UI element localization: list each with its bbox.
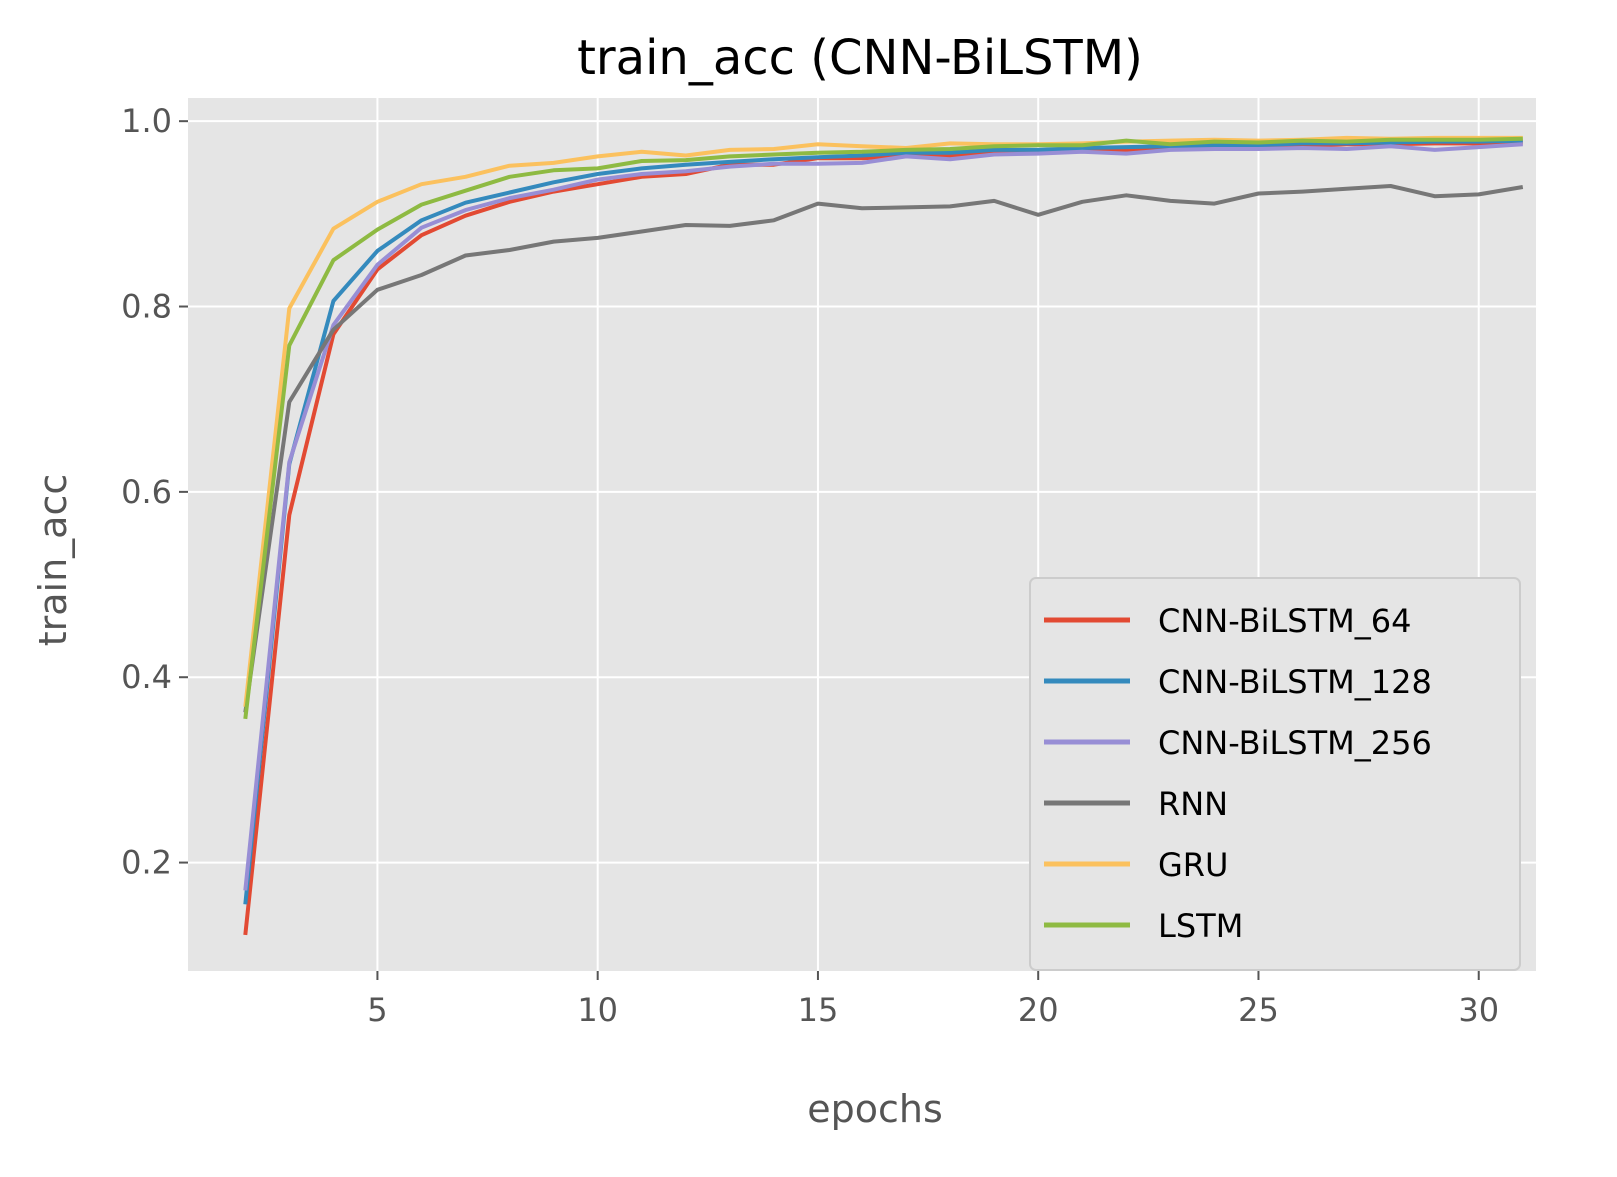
series-line-cnn-bilstm-64 bbox=[243, 140, 1523, 936]
x-tick-label: 10 bbox=[577, 991, 618, 1029]
y-tick-label: 1.0 bbox=[121, 102, 172, 140]
legend-label: LSTM bbox=[1158, 907, 1243, 945]
series-lines bbox=[243, 135, 1524, 936]
legend-label: CNN-BiLSTM_128 bbox=[1158, 663, 1432, 701]
y-axis-label: train_acc bbox=[31, 474, 75, 647]
x-tick-label: 30 bbox=[1458, 991, 1499, 1029]
x-tick-label: 5 bbox=[367, 991, 387, 1029]
legend-box bbox=[1029, 577, 1521, 971]
series-line-rnn bbox=[243, 184, 1524, 713]
y-tick-label: 0.6 bbox=[121, 473, 172, 511]
y-tick-label: 0.4 bbox=[121, 658, 172, 696]
legend-label: RNN bbox=[1158, 785, 1228, 823]
legend-label: CNN-BiLSTM_64 bbox=[1158, 602, 1411, 640]
x-tick-label: 15 bbox=[798, 991, 839, 1029]
y-axis-ticks: 0.2 0.4 0.6 0.8 1.0 bbox=[121, 102, 188, 882]
x-axis-label: epochs bbox=[807, 1087, 943, 1131]
x-tick-label: 20 bbox=[1018, 991, 1059, 1029]
y-tick-label: 0.8 bbox=[121, 288, 172, 326]
x-axis-ticks: 5 10 15 20 25 30 bbox=[367, 971, 1499, 1029]
y-tick-label: 0.2 bbox=[121, 844, 172, 882]
x-tick-label: 25 bbox=[1238, 991, 1279, 1029]
series-line-cnn-bilstm-128 bbox=[243, 138, 1523, 905]
series-line-cnn-bilstm-256 bbox=[243, 142, 1523, 891]
legend-label: CNN-BiLSTM_256 bbox=[1158, 724, 1432, 762]
legend: CNN-BiLSTM_64 CNN-BiLSTM_128 CNN-BiLSTM_25… bbox=[1029, 577, 1521, 971]
series-line-lstm bbox=[243, 136, 1523, 720]
legend-label: GRU bbox=[1158, 846, 1228, 884]
chart-title: train_acc (CNN-BiLSTM) bbox=[577, 30, 1143, 86]
